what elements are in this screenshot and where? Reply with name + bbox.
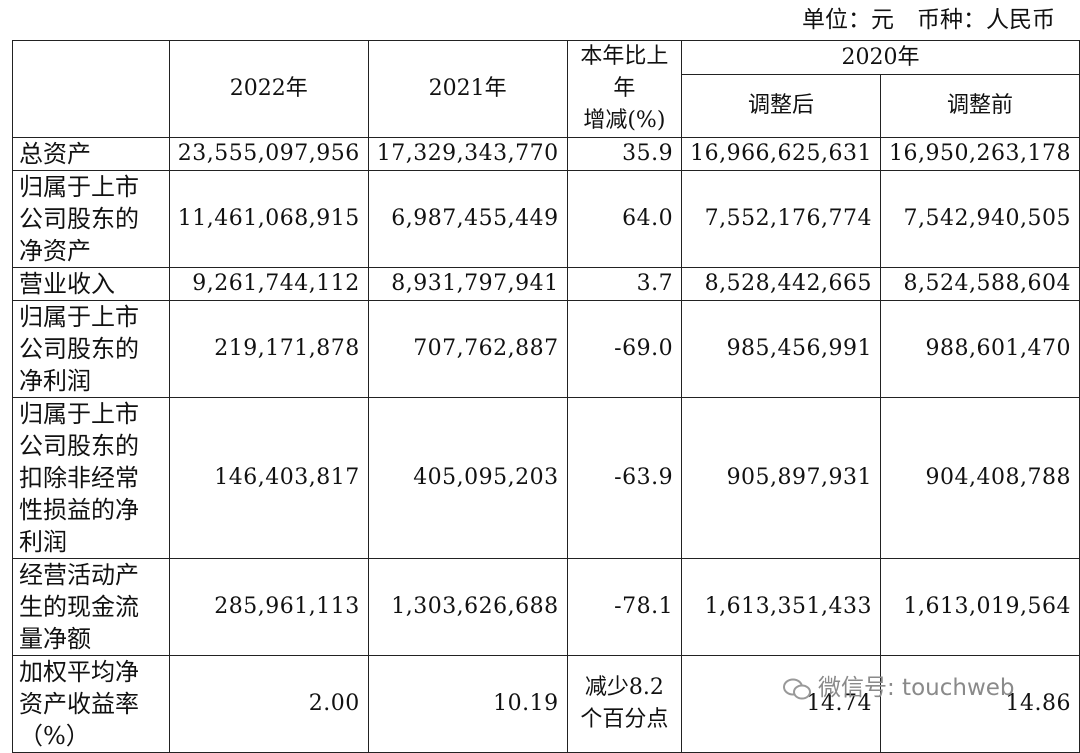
value-cell: 1,303,626,688 [367, 558, 568, 656]
table-row: 加权平均净资产收益率（%） 2.00 10.19 减少8.2 个百分点 14.74 14.8… [12, 655, 1080, 753]
row-label: 总资产 [12, 137, 170, 171]
value-cell: 11,461,068,915 [168, 170, 369, 268]
watermark: 微信号: touchweb [782, 672, 1015, 704]
value-cell: 6,987,455,449 [367, 170, 568, 268]
value-cell: 16,950,263,178 [880, 137, 1080, 171]
cell-line: 个百分点 [580, 707, 669, 732]
table-row: 归属于上市公司股东的扣除非经常性损益的净利润 146,403,817 405,095… [12, 397, 1080, 559]
header-row: 2022年 2021年 本年比上年增减(%) 2020年 [12, 40, 1080, 138]
value-cell: 23,555,097,956 [168, 137, 369, 171]
row-label: 归属于上市公司股东的净利润 [12, 300, 170, 398]
row-label: 归属于上市公司股东的扣除非经常性损益的净利润 [12, 397, 170, 559]
row-label: 加权平均净资产收益率（%） [12, 655, 170, 753]
value-cell: 285,961,113 [168, 558, 369, 656]
value-cell: 905,897,931 [681, 397, 882, 559]
value-cell: -69.0 [566, 300, 683, 398]
header-row: 调整后 调整前 [13, 74, 1080, 138]
table-row: 经营活动产生的现金流量净额 285,961,113 1,303,626,688 -78… [12, 558, 1080, 656]
header-cell: 2020年 [681, 40, 1080, 75]
header-cell: 本年比上年增减(%) [566, 40, 683, 138]
value-cell: 985,456,991 [681, 300, 882, 398]
unit-note: 单位：元 币种：人民币 [802, 7, 1055, 33]
value-cell: 7,552,176,774 [681, 170, 882, 268]
value-cell: 988,601,470 [880, 300, 1080, 398]
wechat-icon [783, 678, 811, 699]
header-cell: 2021年 [367, 40, 568, 138]
value-cell: 3.7 [566, 267, 683, 301]
value-cell: 64.0 [566, 170, 683, 268]
value-cell: 35.9 [566, 137, 683, 171]
value-cell: 2.00 [168, 655, 369, 753]
row-label: 经营活动产生的现金流量净额 [12, 558, 170, 656]
header-cell: 2022年 [168, 40, 369, 138]
cell-line: 增减(%) [583, 108, 666, 133]
value-cell: 1,613,351,433 [681, 558, 882, 656]
value-cell: 10.19 [367, 655, 568, 753]
value-cell: 219,171,878 [168, 300, 369, 398]
value-cell: 904,408,788 [880, 397, 1080, 559]
table-row: 归属于上市公司股东的净利润 219,171,878 707,762,887 -69.0… [12, 300, 1080, 398]
value-cell: -78.1 [566, 558, 683, 656]
value-cell: 707,762,887 [367, 300, 568, 398]
header-cell: 调整前 [880, 74, 1080, 138]
value-cell: 16,966,625,631 [681, 137, 882, 171]
value-cell: 8,524,588,604 [880, 267, 1080, 301]
cell-line: 本年比上 [580, 44, 669, 69]
row-label: 营业收入 [12, 267, 170, 301]
value-cell: 14.74 [681, 655, 882, 753]
header-cell: 调整后 [681, 74, 882, 138]
value-cell: 减少8.2 个百分点 [566, 655, 683, 753]
cell-line: 减少8.2 [584, 675, 664, 700]
value-cell: 17,329,343,770 [367, 137, 568, 171]
value-cell: -63.9 [566, 397, 683, 559]
value-cell: 14.86 [880, 655, 1080, 753]
row-label: 归属于上市公司股东的净资产 [12, 170, 170, 268]
value-cell: 1,613,019,564 [880, 558, 1080, 656]
header-cell [12, 40, 170, 138]
value-cell: 7,542,940,505 [880, 170, 1080, 268]
financial-table: 2022年 2021年 本年比上年增减(%) 2020年 调整后 调整前 总资产 23,555… [12, 40, 1080, 753]
table-body: 2022年 2021年 本年比上年增减(%) 2020年 调整后 调整前 总资产 23,555… [12, 40, 1080, 753]
table-row: 总资产 23,555,097,956 17,329,343,770 35.9 16,96… [12, 137, 1080, 171]
page: 单位：元 币种：人民币 2022年 2021年 本年比上年增减(%) 2020年 调整后… [12, 7, 1080, 753]
cell-line: 年 [613, 76, 636, 101]
value-cell: 146,403,817 [168, 397, 369, 559]
watermark-text: 微信号: touchweb [818, 675, 1015, 701]
value-cell: 8,931,797,941 [367, 267, 568, 301]
table-row: 归属于上市公司股东的净资产 11,461,068,915 6,987,455,449… [12, 170, 1080, 268]
value-cell: 405,095,203 [367, 397, 568, 559]
value-cell: 8,528,442,665 [681, 267, 882, 301]
value-cell: 9,261,744,112 [168, 267, 369, 301]
table-row: 营业收入 9,261,744,112 8,931,797,941 3.7 8,528,4… [12, 267, 1080, 301]
